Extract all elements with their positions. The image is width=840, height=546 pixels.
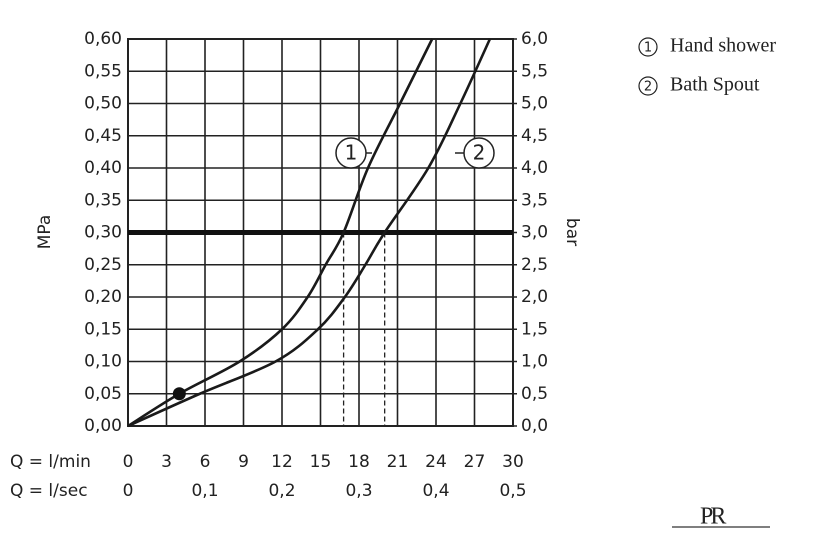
logo: PR	[700, 504, 726, 530]
x-tick-label: 9	[238, 452, 249, 472]
y-tick-label: 0,60	[84, 29, 122, 49]
y2-tick-label: 0,0	[521, 416, 548, 436]
legend-entry: Bath Spout	[670, 74, 760, 96]
y2-tick-label: 3,0	[521, 223, 548, 243]
x2-axis-label: Q = l/sec	[10, 481, 88, 501]
legend-circle	[638, 37, 658, 57]
x-tick-label: 6	[200, 452, 211, 472]
callout-label: 1	[345, 141, 358, 165]
y2-tick-label: 3,5	[521, 190, 548, 210]
x2-tick-label: 0,3	[345, 481, 372, 501]
y-tick-label: 0,35	[84, 190, 122, 210]
y2-tick-label: 1,5	[521, 319, 548, 339]
y-tick-label: 0,10	[84, 352, 122, 372]
y-tick-label: 0,50	[84, 94, 122, 114]
legend-number: 1	[644, 41, 652, 56]
y-tick-label: 0,05	[84, 384, 122, 404]
x2-tick-label: 0,4	[422, 481, 449, 501]
y-tick-label: 0,45	[84, 126, 122, 146]
x-tick-label: 0	[123, 452, 134, 472]
x2-tick-label: 0,2	[268, 481, 295, 501]
x-tick-label: 18	[348, 452, 370, 472]
y-tick-label: 0,55	[84, 61, 122, 81]
y-axis-label: MPa	[35, 215, 55, 250]
curve	[127, 38, 492, 428]
legend-number: 2	[644, 80, 652, 95]
x-tick-label: 3	[161, 452, 172, 472]
y2-tick-label: 4,0	[521, 158, 548, 178]
y-tick-label: 0,00	[84, 416, 122, 436]
y2-tick-label: 4,5	[521, 126, 548, 146]
y-tick-label: 0,25	[84, 255, 122, 275]
x-axis-label: Q = l/min	[10, 452, 91, 472]
y2-axis-label: bar	[562, 218, 582, 246]
legend-entry: Hand shower	[670, 35, 776, 57]
x2-tick-label: 0,5	[499, 481, 526, 501]
x-tick-label: 30	[502, 452, 524, 472]
marker	[172, 387, 186, 401]
y2-tick-label: 5,0	[521, 94, 548, 114]
y-tick-label: 0,15	[84, 319, 122, 339]
x-tick-label: 24	[425, 452, 447, 472]
x2-tick-label: 0,1	[191, 481, 218, 501]
curve	[127, 38, 434, 428]
x2-tick-label: 0	[123, 481, 134, 501]
y-tick-label: 0,40	[84, 158, 122, 178]
y2-tick-label: 0,5	[521, 384, 548, 404]
y2-tick-label: 6,0	[521, 29, 548, 49]
x-tick-label: 12	[271, 452, 293, 472]
y2-tick-label: 1,0	[521, 352, 548, 372]
callout-circle	[463, 137, 495, 169]
x-tick-label: 21	[387, 452, 409, 472]
legend-circle	[638, 76, 658, 96]
y2-tick-label: 2,5	[521, 255, 548, 275]
y-tick-label: 0,30	[84, 223, 122, 243]
y-tick-label: 0,20	[84, 287, 122, 307]
y2-tick-label: 5,5	[521, 61, 548, 81]
callout-label: 2	[473, 141, 486, 165]
x-tick-label: 15	[310, 452, 332, 472]
callout-circle	[335, 137, 367, 169]
y2-tick-label: 2,0	[521, 287, 548, 307]
x-tick-label: 27	[464, 452, 486, 472]
